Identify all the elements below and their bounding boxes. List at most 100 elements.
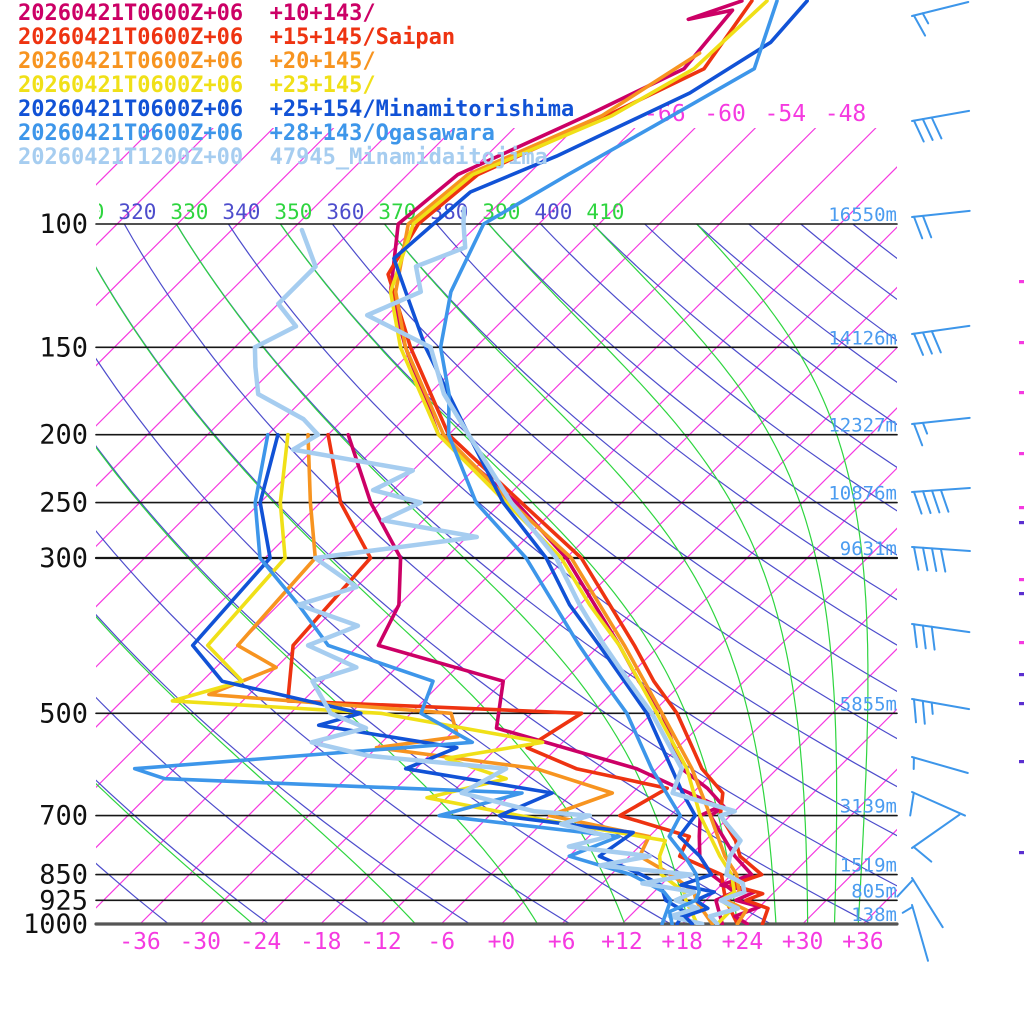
wind-barb-feather — [922, 546, 929, 572]
dry-adiabat-line — [96, 862, 170, 924]
legend-line-4: 20260421T0600Z+06 +23+145/ — [18, 73, 376, 98]
edge-mark — [1019, 578, 1024, 582]
moist-adiabat-line — [96, 615, 417, 924]
edge-mark — [1019, 760, 1024, 764]
edge-mark — [1019, 506, 1024, 510]
dry-adiabat-line — [644, 224, 897, 426]
wind-barbs — [896, 1, 971, 962]
wind-barb-feather — [921, 331, 933, 355]
dry-adiabat-line — [540, 224, 897, 512]
wind-barb — [896, 877, 944, 929]
temp-axis-label: +36 — [842, 929, 884, 955]
edge-mark — [1019, 673, 1024, 677]
isotherm-line — [96, 128, 455, 487]
temp-axis-label: +30 — [782, 929, 824, 955]
theta-label-360: 360 — [326, 200, 364, 224]
legend-line-3: 20260421T0600Z+06 +20+145/ — [18, 49, 376, 74]
legend-line-5: 20260421T0600Z+06 +25+154/Minamitorishim… — [18, 97, 575, 122]
temp-axis-label: -30 — [179, 929, 221, 955]
isotherm-line — [96, 128, 576, 608]
wind-barb-feather — [913, 698, 917, 724]
wind-barb — [911, 324, 971, 356]
temp-axis-label: +0 — [488, 929, 516, 955]
isotherm-line — [741, 768, 897, 924]
sounding-dewpoint-ogasawara — [132, 432, 673, 925]
wind-barb-shaft — [911, 209, 971, 218]
background-lines — [94, 128, 899, 926]
wind-barb — [911, 546, 971, 573]
height-label-150: 14126m — [828, 327, 897, 349]
temp-axis-label: +6 — [548, 929, 576, 955]
wind-barb-feather — [922, 490, 932, 514]
moist-adiabat-line — [488, 224, 809, 924]
wind-barb — [909, 791, 966, 817]
dry-adiabat-line — [96, 779, 271, 924]
isotherm-top-label: -60 — [704, 101, 746, 127]
isotherm-line — [96, 128, 395, 427]
height-label-250: 10876m — [828, 483, 897, 505]
pressure-label-700: 700 — [39, 801, 88, 832]
pressure-label-200: 200 — [39, 420, 88, 451]
height-label-700: 3139m — [840, 796, 897, 818]
isotherm-line — [96, 128, 696, 728]
height-label-300: 9631m — [840, 538, 897, 560]
isotherm-line — [96, 128, 214, 246]
wind-barb-feather — [921, 118, 934, 141]
dry-adiabat-line — [279, 224, 897, 740]
isotherm-line — [802, 828, 897, 924]
wind-barb-shaft — [911, 791, 966, 817]
isotherm-line — [259, 286, 897, 924]
dry-adiabat-line — [592, 224, 897, 469]
wind-barb-shaft — [911, 1, 970, 17]
wind-barb — [911, 813, 961, 863]
temp-axis-label: +12 — [601, 929, 643, 955]
pressure-label-500: 500 — [39, 698, 88, 729]
wind-barb-feather — [921, 421, 929, 435]
dry-adiabat-line — [488, 224, 897, 556]
sounding-temperature-minamitorishima — [392, 0, 809, 925]
moist-adiabat-line — [383, 224, 777, 924]
wind-barb-feather — [913, 215, 924, 240]
wind-barb-feather — [931, 489, 941, 514]
wind-barb — [911, 209, 971, 240]
edge-mark — [1019, 341, 1024, 345]
sounding-temperature-minamidaitojima_obs — [364, 206, 747, 925]
temp-axis-label: -18 — [300, 929, 342, 955]
wind-barb-feather — [939, 489, 950, 513]
dry-adiabat-line — [96, 613, 471, 924]
theta-label-320: 320 — [118, 200, 156, 224]
wind-barb-feather — [913, 546, 920, 571]
isotherm-line — [561, 587, 897, 924]
isotherm-line — [440, 467, 897, 924]
wind-barb — [911, 416, 971, 447]
moist-adiabat-line — [592, 224, 838, 924]
theta-label-330: 330 — [170, 200, 208, 224]
isotherm-line — [621, 648, 897, 924]
wind-barb-feather — [930, 701, 934, 715]
edge-mark — [1019, 641, 1024, 645]
wind-barb-feather — [901, 905, 914, 914]
edge-mark — [1019, 702, 1024, 706]
dry-adiabat-line — [96, 696, 371, 924]
theta-label-340: 340 — [222, 200, 260, 224]
temp-axis-label: -36 — [119, 929, 161, 955]
theta-label-410: 410 — [586, 200, 624, 224]
wind-barb-shaft — [911, 324, 971, 335]
temp-axis-label: -24 — [240, 929, 282, 955]
wind-barb-shaft — [911, 109, 971, 122]
moist-adiabat-line — [696, 224, 869, 924]
wind-barb — [911, 698, 971, 725]
sounding-temperature-ogasawara — [438, 0, 779, 925]
pressure-label-150: 150 — [39, 332, 88, 363]
isotherm-line — [500, 527, 897, 924]
isotherm-top-label: -54 — [765, 101, 807, 127]
dry-adiabat-line — [435, 224, 897, 601]
pressure-label-850: 850 — [39, 860, 88, 891]
wind-barb-shaft — [911, 813, 961, 849]
wind-barb — [901, 904, 929, 962]
wind-barb-shaft — [911, 416, 971, 425]
isotherm-top-label: -48 — [825, 101, 867, 127]
edge-mark — [1019, 592, 1024, 596]
moist-adiabat-line — [96, 446, 539, 924]
wind-barb-shaft — [911, 756, 969, 774]
